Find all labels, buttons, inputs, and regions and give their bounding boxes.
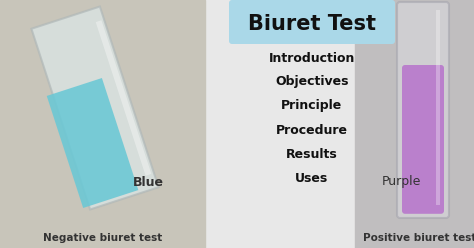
Bar: [0, 0, 205, 248]
Text: Purple: Purple: [382, 176, 421, 188]
Text: Uses: Uses: [295, 172, 328, 185]
Text: Biuret Test: Biuret Test: [248, 14, 376, 34]
Text: Results: Results: [286, 148, 338, 160]
FancyBboxPatch shape: [397, 2, 449, 218]
Polygon shape: [96, 20, 151, 176]
FancyBboxPatch shape: [229, 0, 395, 44]
Bar: [436, 10, 440, 205]
Text: Blue: Blue: [133, 176, 164, 188]
Bar: [355, 0, 474, 248]
Text: Procedure: Procedure: [276, 124, 348, 136]
Polygon shape: [31, 6, 159, 210]
Text: Introduction: Introduction: [269, 52, 355, 64]
FancyBboxPatch shape: [402, 65, 444, 214]
Text: Positive biuret test: Positive biuret test: [363, 233, 474, 243]
Text: Principle: Principle: [282, 99, 343, 113]
Text: Negative biuret test: Negative biuret test: [44, 233, 163, 243]
Text: Objectives: Objectives: [275, 75, 349, 89]
Polygon shape: [47, 78, 138, 208]
